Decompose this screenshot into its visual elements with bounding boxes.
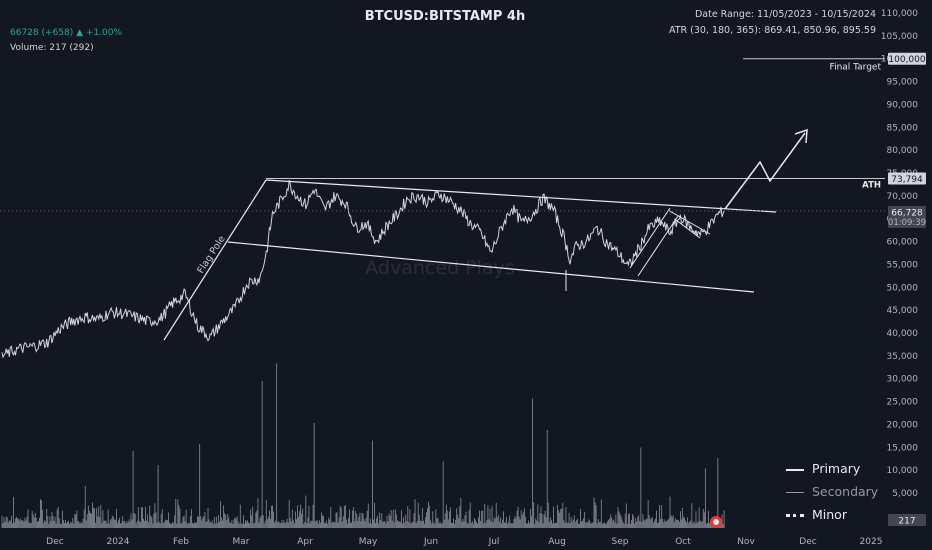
y-tick-label: 110,000 <box>881 9 918 19</box>
y-tick-label: 50,000 <box>887 283 919 293</box>
x-tick-label: Feb <box>173 537 189 547</box>
y-tick-label: 40,000 <box>887 329 919 339</box>
x-tick-label: Jun <box>423 537 438 547</box>
legend-secondary-label: Secondary <box>812 484 879 499</box>
y-tick-label: 5,000 <box>892 489 918 499</box>
y-tick-label: 30,000 <box>887 375 919 385</box>
volume-tag-bg <box>888 514 926 526</box>
projection-arrowhead <box>794 128 808 144</box>
y-tick-label: 80,000 <box>887 146 919 156</box>
y-tick-label: 70,000 <box>887 192 919 202</box>
ath-tag-bg <box>888 172 926 185</box>
inner-channel-right <box>637 215 679 277</box>
flag-lower-line <box>227 241 755 293</box>
y-tick-label: 85,000 <box>887 123 919 133</box>
legend-secondary: Secondary <box>786 484 878 499</box>
x-tick-label: 2025 <box>860 537 883 547</box>
y-tick-label: 10,000 <box>887 466 919 476</box>
final-target-tag-bg <box>888 52 926 65</box>
x-axis: Dec 2024 Feb Mar Apr May Jun Jul Aug Sep Oct Nov Dec… <box>46 537 882 547</box>
chart-title: BTCUSD:BITSTAMP 4h <box>364 9 526 24</box>
x-tick-label: Sep <box>612 537 629 547</box>
x-tick-label: Dec <box>799 537 816 547</box>
inner-flag-top <box>667 209 711 235</box>
y-tick-label: 45,000 <box>887 306 919 316</box>
x-tick-label: 2024 <box>107 537 130 547</box>
y-tick-label: 20,000 <box>887 420 919 430</box>
last-price-tag: 66,728 <box>891 208 923 218</box>
x-tick-label: Oct <box>675 537 691 547</box>
y-tick-label: 105,000 <box>881 32 918 42</box>
x-tick-label: May <box>359 537 378 547</box>
flag-pole-line <box>163 179 267 341</box>
date-range: Date Range: 11/05/2023 - 10/15/2024 <box>694 9 876 20</box>
y-tick-label: 95,000 <box>887 78 919 88</box>
price-line <box>1 180 725 359</box>
y-tick-label: 55,000 <box>887 260 919 270</box>
event-flag-icon-inner <box>713 519 719 525</box>
flag-upper-line <box>265 179 777 213</box>
legend-minor: Minor <box>786 507 847 522</box>
x-tick-label: Nov <box>737 537 755 547</box>
atr-readout: ATR (30, 180, 365): 869.41, 850.96, 895.… <box>668 25 876 36</box>
primary-swatch <box>786 468 804 471</box>
x-tick-label: Jul <box>488 537 500 547</box>
final-target-tag: 100,000 <box>888 55 925 65</box>
countdown-tag: 01:09:39 <box>888 218 926 228</box>
y-tick-label: 35,000 <box>887 352 919 362</box>
final-target-label: Final Target <box>830 63 882 73</box>
x-tick-label: Dec <box>46 537 63 547</box>
volume-bars <box>1 363 725 528</box>
ath-tag: 73,794 <box>891 175 923 185</box>
x-tick-label: Aug <box>548 537 566 547</box>
y-tick-label: 60,000 <box>887 238 919 248</box>
x-tick-label: Mar <box>233 537 250 547</box>
x-tick-label: Apr <box>297 537 313 547</box>
price-series <box>1 180 725 359</box>
ath-label: ATH <box>862 181 881 191</box>
y-tick-label: 15,000 <box>887 443 919 453</box>
legend-primary-label: Primary <box>812 461 861 476</box>
secondary-swatch <box>786 492 804 493</box>
y-tick-label: 25,000 <box>887 398 919 408</box>
volume-tag: 217 <box>898 517 915 527</box>
watermark: Advanced Plays <box>365 257 514 279</box>
inner-channel-left <box>629 207 671 269</box>
y-tick-label: 90,000 <box>887 100 919 110</box>
inner-flag-bottom <box>675 219 701 239</box>
projected-path <box>724 132 806 210</box>
minor-swatch <box>786 514 804 517</box>
legend-minor-label: Minor <box>812 507 847 522</box>
price-change: 66728 (+658) ▲ +1.00% <box>10 28 123 38</box>
volume-readout: Volume: 217 (292) <box>10 43 94 53</box>
legend-primary: Primary <box>786 461 860 476</box>
last-price-tag-bg <box>888 205 926 228</box>
